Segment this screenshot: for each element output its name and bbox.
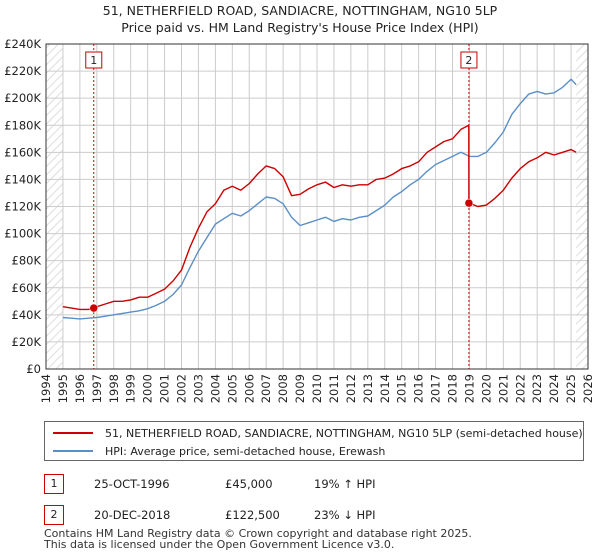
x-tick-label: 2006 [242, 374, 256, 403]
sale-hpi-diff: 19% ↑ HPI [314, 477, 376, 491]
y-tick-label: £20K [12, 335, 42, 349]
legend: 51, NETHERFIELD ROAD, SANDIACRE, NOTTING… [44, 421, 584, 461]
x-tick-label: 2016 [412, 374, 426, 403]
x-tick-label: 2005 [225, 374, 239, 403]
chart-subtitle: Price paid vs. HM Land Registry's House … [121, 20, 479, 35]
sale-price: £122,500 [225, 508, 280, 522]
footer-copyright: Contains HM Land Registry data © Crown c… [44, 527, 472, 540]
x-tick-label: 2007 [259, 374, 273, 403]
plot-frame [45, 43, 589, 370]
x-tick-label: 2025 [564, 374, 578, 403]
y-tick-label: £60K [12, 281, 42, 295]
x-tick-label: 2009 [293, 374, 307, 403]
footer: Contains HM Land Registry data © Crown c… [44, 528, 472, 550]
sale-price: £45,000 [225, 477, 273, 491]
y-tick-label: £200K [4, 91, 41, 105]
sale-row: 1 25-OCT-1996 £45,000 19% ↑ HPI [44, 474, 584, 494]
price-chart: £0 £20K £40K £60K £80K £100K £120K £140K £160K £1… [4, 37, 595, 403]
x-tick-label: 2008 [276, 374, 290, 403]
y-tick-label: £0 [26, 362, 41, 376]
x-tick-label: 2024 [547, 374, 561, 403]
chart-title: 51, NETHERFIELD ROAD, SANDIACRE, NOTTING… [102, 3, 498, 18]
x-tick-label: 1997 [90, 374, 104, 403]
footer-licence: This data is licensed under the Open Gov… [44, 538, 395, 551]
y-tick-label: £160K [4, 145, 41, 159]
y-tick-label: £100K [4, 227, 41, 241]
sale-date: 25-OCT-1996 [94, 477, 170, 491]
x-tick-label: 2026 [581, 374, 595, 403]
sale-date: 20-DEC-2018 [94, 508, 171, 522]
x-tick-label: 2015 [395, 374, 409, 403]
x-tick-label: 2010 [310, 374, 324, 403]
chart-title-block: 51, NETHERFIELD ROAD, SANDIACRE, NOTTING… [0, 2, 600, 36]
x-tick-label: 2018 [446, 374, 460, 403]
y-tick-label: £180K [4, 118, 41, 132]
x-tick-label: 2013 [361, 374, 375, 403]
legend-swatch-sale [53, 432, 93, 434]
sale-marker-box [85, 51, 103, 69]
legend-swatch-hpi [53, 450, 93, 452]
y-tick-label: £40K [12, 308, 42, 322]
x-tick-label: 2002 [175, 374, 189, 403]
legend-label-hpi: HPI: Average price, semi-detached house,… [105, 444, 386, 458]
x-tick-label: 1996 [73, 374, 87, 403]
x-tick-label: 2014 [378, 374, 392, 403]
x-tick-label: 1998 [107, 374, 121, 403]
x-tick-label: 2020 [479, 374, 493, 403]
sale-marker-box [460, 51, 478, 69]
y-tick-label: £80K [12, 254, 42, 268]
x-tick-label: 2004 [208, 374, 222, 403]
y-tick-label: £220K [4, 64, 41, 78]
x-tick-label: 2001 [158, 374, 172, 403]
series-line-sale-price [62, 124, 577, 311]
x-tick-label: 2011 [327, 374, 341, 403]
x-tick-label: 2003 [191, 374, 205, 403]
legend-item-sale: 51, NETHERFIELD ROAD, SANDIACRE, NOTTING… [53, 425, 583, 441]
x-tick-label: 2022 [513, 374, 527, 403]
sale-number-badge: 1 [44, 474, 64, 494]
x-tick-label: 1995 [56, 374, 70, 403]
y-tick-label: £140K [4, 172, 41, 186]
legend-label-sale: 51, NETHERFIELD ROAD, SANDIACRE, NOTTING… [105, 426, 583, 440]
x-tick-label: 2017 [429, 374, 443, 403]
y-tick-label: £240K [4, 37, 41, 51]
x-tick-label: 2019 [462, 374, 476, 403]
legend-item-hpi: HPI: Average price, semi-detached house,… [53, 443, 385, 459]
sale-point [464, 198, 474, 208]
sale-marker-label: 2 [465, 54, 472, 67]
series-line-hpi [62, 78, 577, 320]
sale-hpi-diff: 23% ↓ HPI [314, 508, 376, 522]
sale-point [89, 303, 99, 313]
x-tick-label: 2021 [496, 374, 510, 403]
x-tick-label: 1994 [39, 374, 53, 403]
x-tick-label: 2012 [344, 374, 358, 403]
x-tick-label: 2023 [530, 374, 544, 403]
y-tick-label: £120K [4, 200, 41, 214]
x-tick-label: 1999 [124, 374, 138, 403]
sale-number-badge: 2 [44, 505, 64, 525]
x-tick-label: 2000 [141, 374, 155, 403]
sale-row: 2 20-DEC-2018 £122,500 23% ↓ HPI [44, 505, 584, 525]
sale-marker-label: 1 [90, 54, 97, 67]
